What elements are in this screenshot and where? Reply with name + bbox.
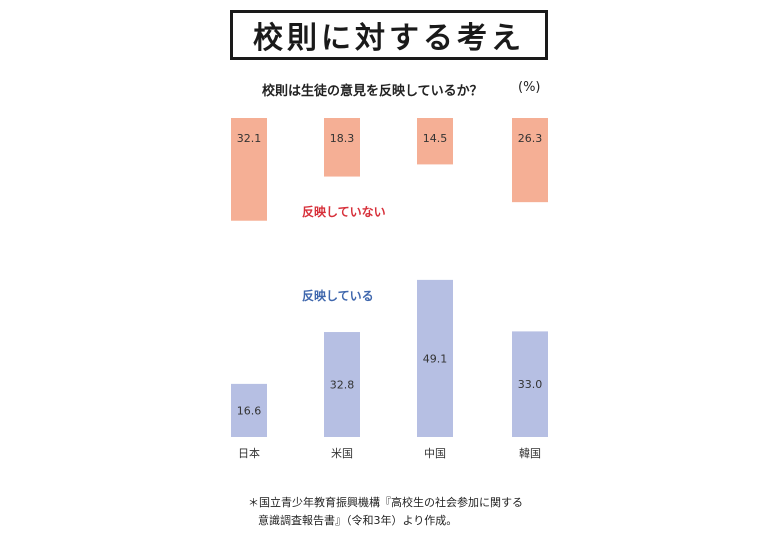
footnote-line-1: ＊国立青少年教育振興機構『高校生の社会参加に関する <box>248 496 523 509</box>
bar-reflected <box>324 332 360 437</box>
category-label: 中国 <box>424 447 446 460</box>
chart-title: 校則に対する考え <box>230 10 548 60</box>
category-label: 米国 <box>331 447 353 460</box>
unit-label: (%) <box>518 80 541 95</box>
data-label-reflected: 16.6 <box>237 404 262 417</box>
category-label: 日本 <box>238 446 260 460</box>
data-label-not-reflected: 26.3 <box>518 132 543 145</box>
bar-not-reflected <box>231 118 267 221</box>
data-label-not-reflected: 14.5 <box>423 132 448 145</box>
category-label: 韓国 <box>519 447 541 460</box>
bar-reflected <box>512 331 548 437</box>
bar-not-reflected <box>512 118 548 203</box>
footnote: ＊国立青少年教育振興機構『高校生の社会参加に関する 意識調査報告書』（令和3年）… <box>248 494 523 530</box>
chart-subtitle: 校則は生徒の意見を反映しているか？ <box>262 84 483 99</box>
data-label-reflected: 32.8 <box>330 379 355 392</box>
series-label-reflected: 反映している <box>302 288 374 303</box>
footnote-line-2: 意識調査報告書』（令和3年）より作成。 <box>258 514 458 527</box>
series-label-not-reflected: 反映していない <box>302 204 386 219</box>
bar-not-reflected <box>417 118 453 165</box>
data-label-not-reflected: 18.3 <box>330 132 355 145</box>
data-label-not-reflected: 32.1 <box>237 132 262 145</box>
data-label-reflected: 33.0 <box>518 378 543 391</box>
data-label-reflected: 49.1 <box>423 352 448 365</box>
bar-not-reflected <box>324 118 360 177</box>
bar-reflected <box>231 383 267 437</box>
bar-reflected <box>417 279 453 437</box>
